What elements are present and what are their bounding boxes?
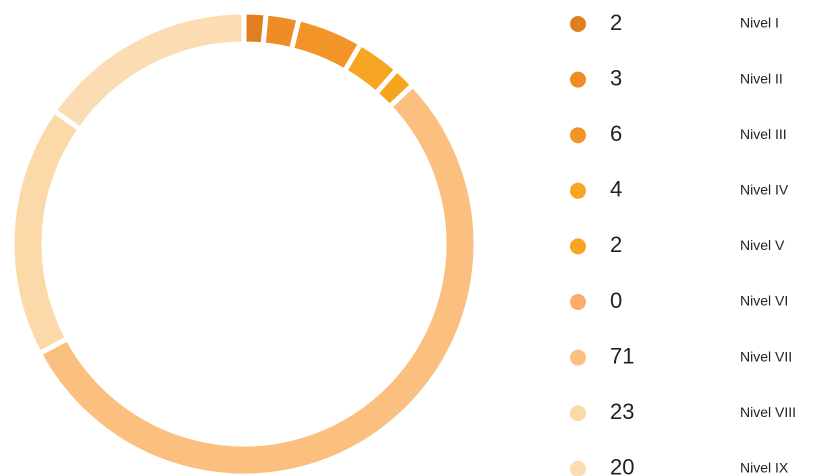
legend-value: 0 [610,288,622,313]
legend-value: 2 [610,232,622,257]
donut-segment [50,9,247,133]
legend-dot [570,460,586,476]
legend-label: Nivel III [740,126,787,142]
legend-dot [570,294,586,310]
legend-value: 3 [610,65,622,90]
legend-label: Nivel V [740,237,785,253]
legend-value: 20 [610,455,634,476]
donut-segment [9,107,84,357]
legend-value: 23 [610,399,634,424]
legend-label: Nivel VI [740,293,788,309]
legend-label: Nivel I [740,15,779,31]
legend-value: 71 [610,343,634,368]
legend-dot [570,349,586,366]
legend-label: Nivel II [740,70,783,86]
legend-label: Nivel VII [740,348,792,364]
legend-label: Nivel IV [740,182,789,198]
legend-dot [570,405,586,422]
legend-dot [570,182,586,199]
legend-dot [570,16,586,32]
legend-label: Nivel VIII [740,404,796,420]
donut-segment [36,81,479,476]
legend-label: Nivel IX [740,460,789,476]
legend-dot [570,127,586,144]
legend-value: 2 [610,10,622,35]
legend-dot [570,71,586,88]
legend-dot [570,238,586,255]
legend-value: 6 [610,121,622,146]
legend-value: 4 [610,177,622,202]
